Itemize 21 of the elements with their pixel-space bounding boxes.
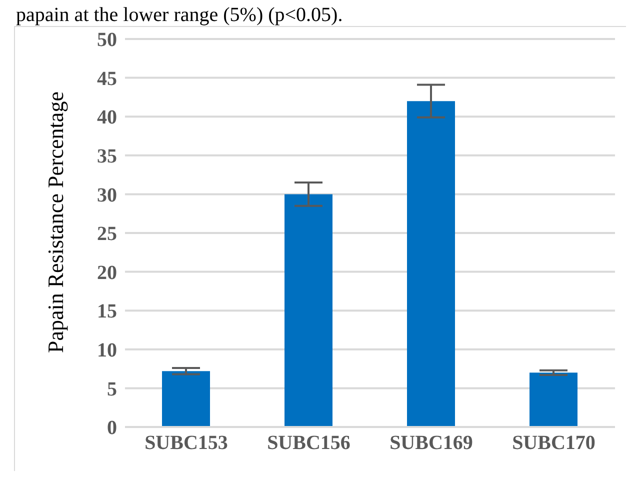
y-tick-label: 10 — [97, 340, 117, 362]
y-tick-label: 15 — [97, 300, 117, 323]
y-axis-title: Papain Resistance Percentage — [42, 92, 68, 353]
bar — [407, 101, 455, 427]
y-tick-label: 50 — [97, 29, 117, 52]
y-tick-label: 35 — [97, 146, 117, 168]
y-tick-label: 20 — [97, 262, 117, 284]
x-tick-label: SUBC170 — [512, 432, 596, 454]
text: papain at the lower range (5%) (p<0.05). — [16, 4, 343, 27]
y-tick-label: 0 — [107, 417, 117, 440]
y-tick-label: 30 — [97, 184, 117, 206]
x-tick-label: SUBC153 — [144, 432, 228, 454]
y-tick-label: 25 — [97, 223, 117, 246]
bar — [530, 372, 578, 427]
x-tick-label: SUBC156 — [267, 432, 350, 454]
y-tick-label: 40 — [97, 106, 117, 129]
bar — [162, 371, 210, 427]
x-tick-label: SUBC169 — [390, 432, 473, 454]
y-tick-label: 45 — [97, 68, 117, 90]
bar — [284, 194, 332, 427]
y-tick-label: 5 — [107, 378, 117, 400]
